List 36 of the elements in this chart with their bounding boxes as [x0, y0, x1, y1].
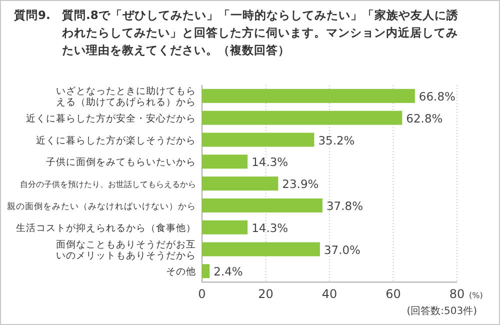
bar [202, 132, 314, 147]
bar [202, 110, 402, 125]
data-label: 35.2% [318, 133, 355, 148]
bar [202, 264, 210, 278]
y-tick-label: 親の面倒をみたい（みなければいけない）から [7, 202, 196, 212]
title: 質問9. [14, 8, 50, 22]
y-tick-label: 近くに暮らした方が楽しそうだから [36, 135, 196, 146]
x-tick-label: 40 [322, 287, 338, 302]
bar [202, 88, 415, 103]
data-label: 37.0% [324, 242, 361, 257]
y-tick-label: 自分の子供を預けたり、お世話してもらえるから [20, 179, 196, 190]
text: (回答数:503件) [406, 305, 478, 318]
y-tick-label: いざとなったときに助けてもらえる（助けてあげられる）から [56, 86, 196, 108]
bar [202, 176, 278, 191]
data-label: 62.8% [406, 111, 443, 126]
bar [202, 220, 248, 234]
x-tick-label: 0 [198, 287, 206, 302]
data-label: 14.3% [252, 155, 288, 170]
data-label: 23.9% [282, 177, 319, 192]
bar [202, 198, 322, 212]
x-tick-label: 80 [449, 287, 465, 302]
y-tick-label: その他 [166, 266, 196, 278]
x-tick-label: 20 [258, 287, 274, 302]
y-tick-label: 面倒なこともありそうだがお互いのメリットもありそうだから [56, 239, 196, 262]
bar [202, 154, 248, 169]
y-tick-label: 生活コストが抑えられるから（食事他） [16, 222, 196, 234]
y-tick-label: 近くに暮らした方が安全・安心だから [26, 113, 196, 124]
data-label: 37.8% [326, 198, 364, 213]
subtitle: 質問.8で「ぜひしてみたい」「一時的ならしてみたい」「家族や友人に誘われたらしてみたい」と回答した方に伺います。マンション内近居してみたい理由を教えてください。（複数回答） [62, 8, 458, 57]
data-label: 2.4% [214, 264, 243, 279]
x-tick-label: 60 [386, 287, 401, 302]
data-label: 14.3% [252, 220, 288, 235]
data-label: 66.8% [418, 89, 456, 104]
x-axis-title: (%) [469, 291, 483, 300]
bar [202, 242, 320, 256]
y-tick-label: 子供に面倒をみてもらいたいから [46, 157, 196, 168]
